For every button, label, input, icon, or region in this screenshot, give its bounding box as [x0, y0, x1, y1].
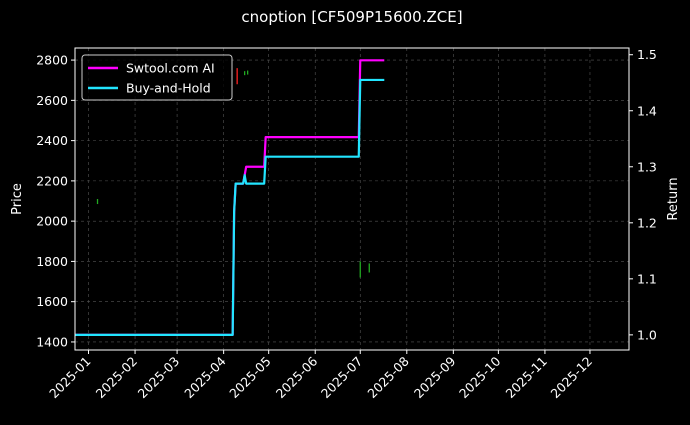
y-axis-left: 1400 1600 1800 2000 2200 2400 2600 2800 [36, 53, 75, 349]
legend: Swtool.com AI Buy-and-Hold [81, 54, 233, 101]
legend-label-buyhold: Buy-and-Hold [126, 81, 211, 96]
y2-tick-label: 1.0 [637, 327, 657, 342]
y2-tick-label: 1.2 [637, 215, 657, 230]
y2-tick-label: 1.5 [637, 47, 657, 62]
y-tick-label: 1800 [36, 254, 68, 269]
y2-axis-label: Return [666, 177, 681, 220]
y-tick-label: 2600 [36, 93, 68, 108]
legend-box [81, 54, 233, 101]
y-tick-label: 2000 [36, 214, 68, 229]
y-axis-right: 1.0 1.1 1.2 1.3 1.4 1.5 [629, 47, 657, 342]
y2-tick-label: 1.1 [637, 271, 657, 286]
y-tick-label: 2200 [36, 173, 68, 188]
y2-tick-label: 1.3 [637, 159, 657, 174]
series-layer [75, 59, 385, 336]
y-tick-label: 2400 [36, 133, 68, 148]
chart-title: cnoption [CF509P15600.ZCE] [241, 8, 462, 26]
price-marks-layer [96, 68, 370, 278]
plot-frame [74, 47, 630, 351]
y-tick-label: 1400 [36, 334, 68, 349]
y-axis-label: Price [10, 183, 25, 215]
series-line-buyhold [75, 78, 385, 336]
y2-tick-label: 1.4 [637, 103, 657, 118]
legend-label-swtool: Swtool.com AI [126, 61, 215, 76]
y-tick-label: 2800 [36, 53, 68, 68]
y-tick-label: 1600 [36, 294, 68, 309]
